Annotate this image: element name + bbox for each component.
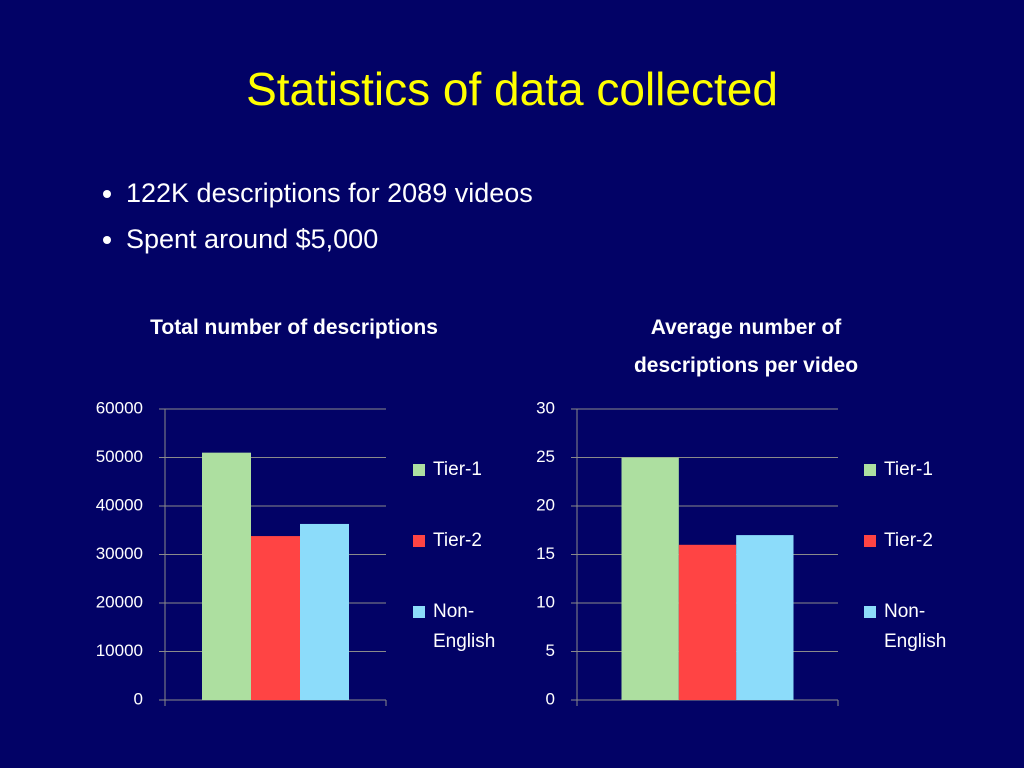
y-tick-label: 40000 — [96, 495, 143, 514]
legend-swatch — [864, 464, 876, 476]
bar — [678, 544, 737, 700]
legend-label: Tier-2 — [433, 530, 482, 551]
y-tick-label: 50000 — [96, 447, 143, 466]
bullet: Spent around $5,000 — [126, 216, 533, 262]
bar — [251, 536, 300, 700]
legend-swatch — [864, 535, 876, 547]
y-tick-label: 30000 — [96, 544, 143, 563]
y-tick-label: 0 — [546, 689, 555, 708]
y-tick-label: 60000 — [96, 398, 143, 417]
slide-title: Statistics of data collected — [246, 63, 778, 115]
legend-label: Tier-1 — [884, 459, 933, 480]
y-tick-label: 10 — [536, 592, 555, 611]
y-tick-label: 30 — [536, 398, 555, 417]
legend-label: Tier-1 — [433, 459, 482, 480]
legend-swatch — [413, 535, 425, 547]
bar — [202, 452, 251, 700]
y-tick-label: 0 — [134, 689, 143, 708]
legend-label: Non-English — [884, 601, 947, 652]
y-tick-label: 15 — [536, 544, 555, 563]
bullet: 122K descriptions for 2089 videos — [126, 170, 533, 216]
chart-title: Total number of descriptions — [150, 316, 438, 339]
y-tick-label: 10000 — [96, 641, 143, 660]
legend-swatch — [413, 464, 425, 476]
legend-label: Non-English — [433, 601, 496, 652]
bar — [736, 535, 794, 700]
y-tick-label: 20 — [536, 495, 555, 514]
bar — [300, 523, 349, 700]
legend-label: Tier-2 — [884, 530, 933, 551]
legend-swatch — [864, 606, 876, 618]
y-tick-label: 25 — [536, 447, 555, 466]
y-tick-label: 5 — [546, 641, 555, 660]
bullet-list: 122K descriptions for 2089 videos Spent … — [86, 170, 533, 262]
bar — [621, 457, 679, 700]
legend-swatch — [413, 606, 425, 618]
y-tick-label: 20000 — [96, 592, 143, 611]
chart-title: Average number of descriptions per video — [633, 316, 859, 377]
